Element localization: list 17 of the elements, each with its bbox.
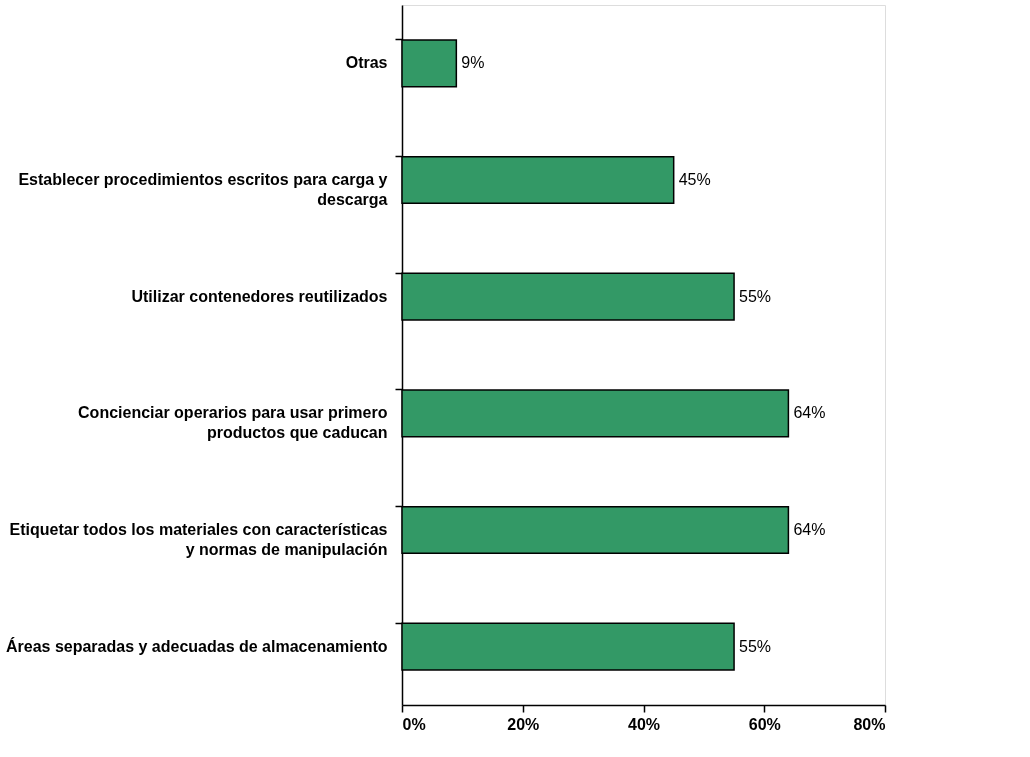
y-tick-label: Etiquetar todos los materiales con características y normas de manipulación <box>9 521 388 558</box>
y-tick-label: Otras <box>345 54 388 72</box>
y-tick-label: Utilizar contenedores reutilizados <box>131 287 388 305</box>
x-tick-label: 80% <box>853 715 886 733</box>
data-label: 64% <box>793 521 826 538</box>
y-tick-label: Áreas separadas y adecuadas de almacenamiento <box>5 636 388 655</box>
y-tick-label: Establecer procedimientos escritos para carga y descarga <box>18 171 388 208</box>
data-label: 64% <box>793 404 826 422</box>
x-tick-label: 20% <box>507 715 540 733</box>
data-label: 9% <box>461 54 485 72</box>
data-label: 55% <box>739 637 772 655</box>
y-tick-label: Concienciar operarios para usar primero productos que caducan <box>78 404 388 442</box>
x-tick-label: 60% <box>748 715 781 733</box>
x-tick-label: 0% <box>402 715 426 733</box>
data-label: 55% <box>739 287 772 305</box>
x-tick-label: 40% <box>627 715 661 733</box>
data-label: 45% <box>678 171 711 188</box>
